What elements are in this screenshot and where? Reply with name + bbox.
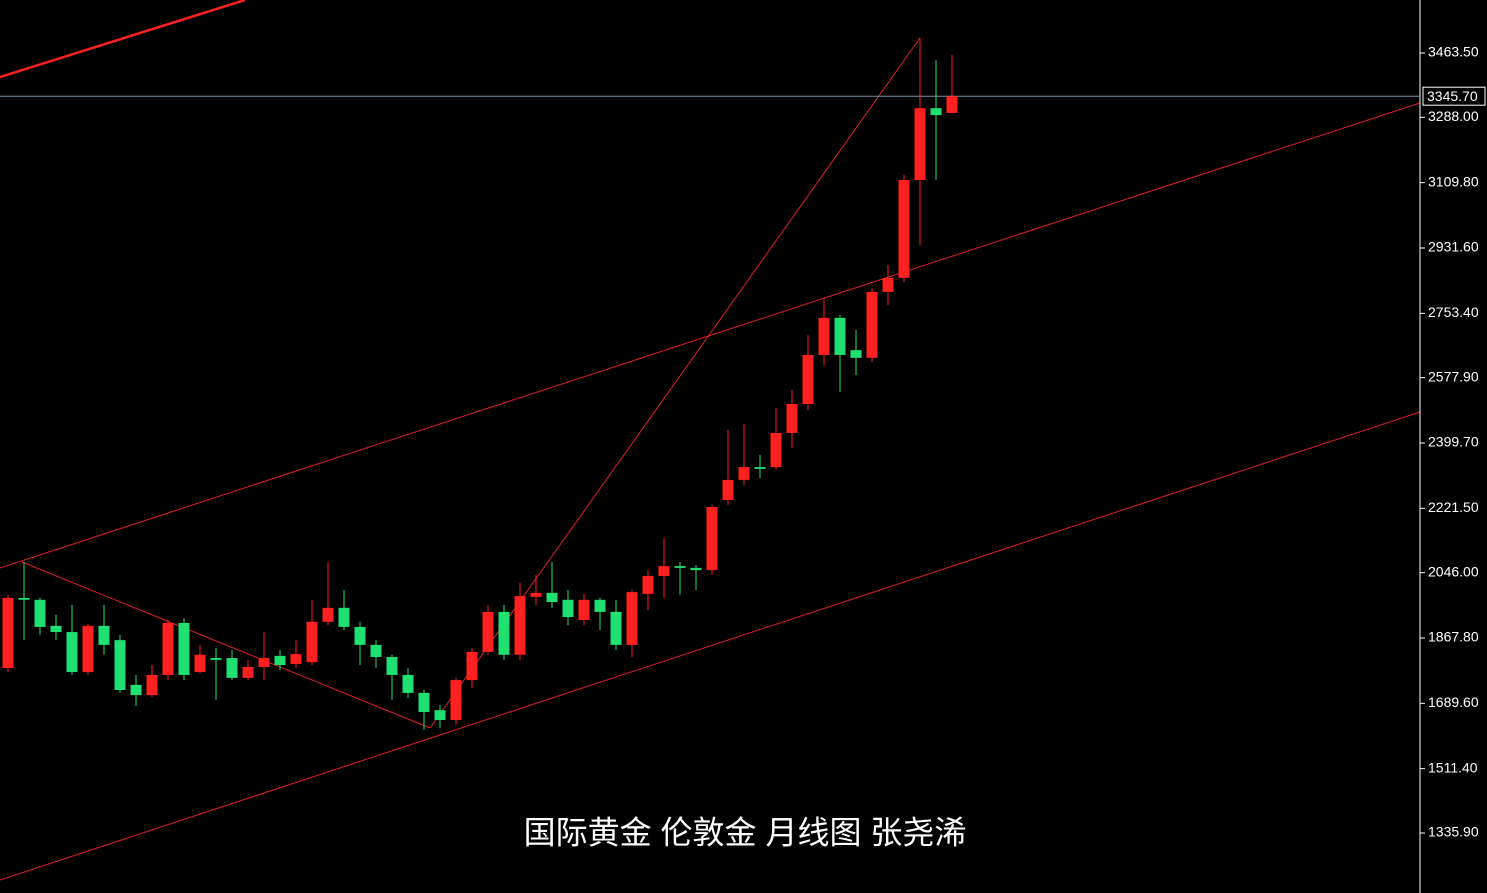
- candle-body: [498, 611, 510, 655]
- current-price-label: 3345.70: [1427, 88, 1478, 104]
- candle-body: [514, 596, 526, 655]
- candle-body: [210, 658, 222, 660]
- candle-body: [786, 404, 798, 433]
- y-tick-label: 2221.50: [1428, 499, 1479, 515]
- candle-body: [386, 656, 398, 675]
- candle-body: [946, 96, 958, 113]
- candle-body: [114, 640, 126, 690]
- candle-body: [370, 644, 382, 657]
- candle-body: [802, 354, 814, 405]
- y-tick-label: 3109.80: [1428, 173, 1479, 189]
- candle-body: [18, 597, 30, 600]
- candle-body: [178, 622, 190, 675]
- current-price-box: [1422, 86, 1486, 106]
- candle-body: [50, 625, 62, 633]
- candle-body: [594, 599, 606, 612]
- candle-body: [98, 625, 110, 645]
- y-tick-label: 2046.00: [1428, 563, 1479, 579]
- candle-body: [418, 692, 430, 712]
- trend-line: [0, 102, 1421, 569]
- candle-body: [434, 710, 446, 721]
- candle-body: [290, 654, 302, 664]
- candle-body: [930, 108, 942, 116]
- candles: [2, 38, 958, 730]
- y-tick-label: 2577.90: [1428, 368, 1479, 384]
- y-tick-label: 3288.00: [1428, 108, 1479, 124]
- candle-body: [642, 575, 654, 594]
- candle-body: [226, 658, 238, 678]
- candle-body: [66, 632, 78, 673]
- candle-body: [882, 277, 894, 292]
- candle-body: [306, 621, 318, 663]
- y-tick-label: 1689.60: [1428, 694, 1479, 710]
- candle-body: [658, 566, 670, 576]
- candle-body: [242, 666, 254, 678]
- candle-body: [626, 592, 638, 645]
- trend-line: [0, 0, 246, 79]
- y-tick-label: 2753.40: [1428, 304, 1479, 320]
- annotation: 国际黄金 伦敦金 月线图 张尧浠: [524, 814, 967, 850]
- candle-body: [450, 680, 462, 721]
- candle-body: [258, 658, 270, 667]
- candle-body: [194, 654, 206, 673]
- candle-body: [866, 291, 878, 358]
- candle-body: [274, 655, 286, 666]
- candle-body: [722, 479, 734, 501]
- y-tick-label: 3463.50: [1428, 44, 1479, 60]
- candle-body: [466, 651, 478, 681]
- candle-body: [402, 674, 414, 693]
- candle-body: [338, 607, 350, 627]
- candle-body: [754, 467, 766, 469]
- candle-body: [530, 592, 542, 597]
- candle-body: [82, 625, 94, 673]
- candle-body: [2, 597, 14, 668]
- candle-body: [34, 599, 46, 627]
- candle-body: [354, 626, 366, 645]
- candle-body: [146, 674, 158, 696]
- candle-body: [834, 317, 846, 355]
- candle-body: [130, 684, 142, 696]
- trend-line: [429, 37, 921, 729]
- candle-body: [914, 108, 926, 181]
- candle-body: [322, 607, 334, 622]
- trend-line: [0, 411, 1421, 881]
- trend-line: [21, 561, 431, 729]
- candle-body: [578, 599, 590, 620]
- candle-body: [738, 467, 750, 480]
- trend-lines: [0, 0, 1421, 881]
- candle-body: [850, 350, 862, 358]
- candle-body: [706, 507, 718, 571]
- y-tick-label: 1511.40: [1428, 759, 1478, 775]
- candle-body: [562, 599, 574, 618]
- y-tick-label: 2399.70: [1428, 434, 1479, 450]
- candle-body: [674, 566, 686, 568]
- candle-body: [770, 432, 782, 468]
- y-tick-label: 2931.60: [1428, 239, 1479, 255]
- y-tick-label: 1867.80: [1428, 629, 1479, 645]
- candle-body: [610, 611, 622, 645]
- candle-body: [898, 180, 910, 278]
- y-tick-label: 1335.90: [1428, 824, 1479, 840]
- candle-body: [818, 317, 830, 355]
- candle-body: [162, 622, 174, 675]
- candle-body: [482, 611, 494, 652]
- candle-body: [546, 592, 558, 602]
- candle-body: [690, 567, 702, 571]
